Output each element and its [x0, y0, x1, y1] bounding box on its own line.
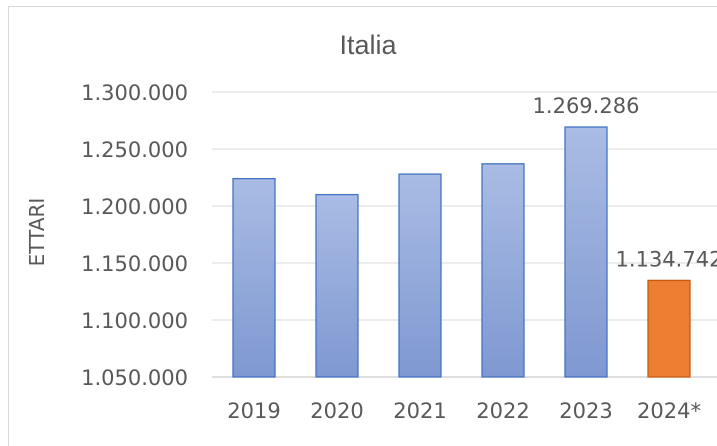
y-tick-labels: 1.050.000 1.100.000 1.150.000 1.200.000 1.25…	[81, 81, 188, 390]
chart-title: Italia	[339, 30, 397, 60]
x-tick-label: 2020	[310, 399, 363, 423]
y-tick-label: 1.150.000	[81, 252, 188, 276]
y-axis-title: ETTARI	[25, 198, 49, 267]
data-label: 1.134.742	[616, 247, 717, 271]
x-tick-label: 2024*	[637, 399, 701, 423]
x-tick-label: 2019	[227, 399, 280, 423]
bars	[232, 126, 691, 378]
x-tick-labels: 2019 2020 2021 2022 2023 2024*	[227, 399, 701, 423]
bar-2023	[564, 126, 608, 378]
gridlines	[212, 91, 717, 378]
bar-2022	[481, 163, 525, 378]
bar-2020	[315, 193, 359, 378]
data-labels: 1.269.286 1.134.742	[533, 94, 717, 271]
bar-2024-star	[647, 279, 691, 378]
y-tick-label: 1.300.000	[81, 81, 188, 105]
y-tick-label: 1.100.000	[81, 309, 188, 333]
x-tick-label: 2021	[393, 399, 446, 423]
y-tick-label: 1.200.000	[81, 195, 188, 219]
bar-2019	[232, 177, 276, 378]
bar-2021	[398, 173, 442, 378]
x-tick-label: 2023	[559, 399, 612, 423]
x-tick-label: 2022	[476, 399, 529, 423]
y-tick-label: 1.050.000	[81, 366, 188, 390]
data-label: 1.269.286	[533, 94, 640, 118]
y-tick-label: 1.250.000	[81, 138, 188, 162]
